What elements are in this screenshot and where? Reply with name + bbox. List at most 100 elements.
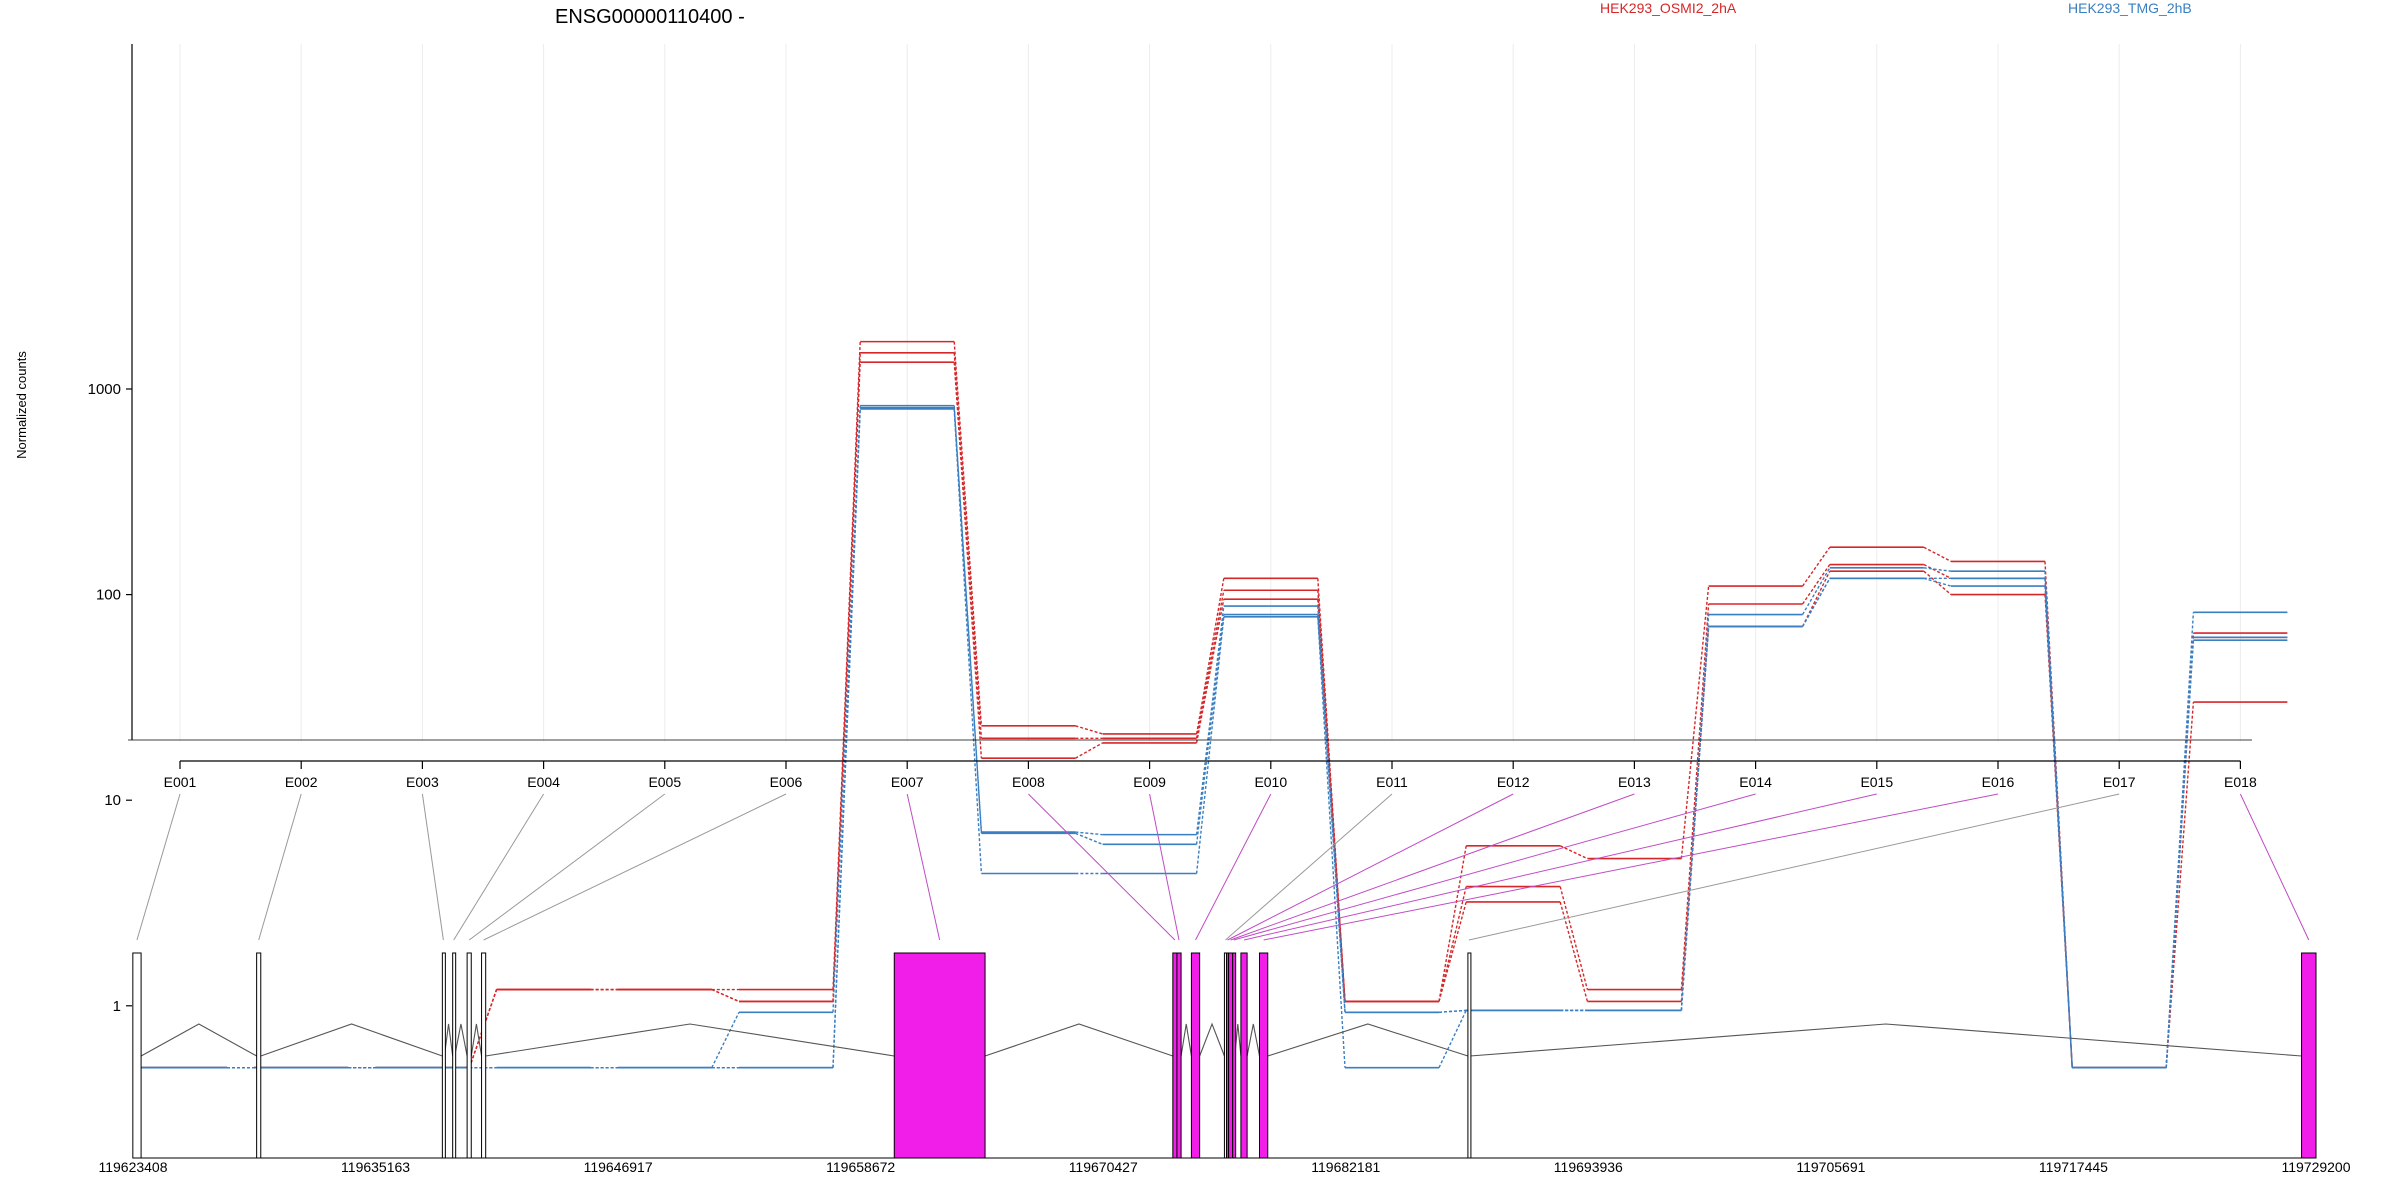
x-tick-label: E007 xyxy=(891,774,924,790)
series-connector xyxy=(953,408,983,874)
x-tick-label: E009 xyxy=(1133,774,1166,790)
connector-E002 xyxy=(258,793,302,941)
x-tick-label: E006 xyxy=(770,774,803,790)
series-connector xyxy=(1195,605,1225,835)
exon-E006 xyxy=(481,952,487,1159)
y-tick-label: 10 xyxy=(104,792,121,809)
series-connector xyxy=(953,407,983,834)
genomic-position-label: 119717445 xyxy=(2039,1159,2108,1175)
intron-line xyxy=(1267,1023,1469,1057)
series-connector xyxy=(2165,702,2195,1068)
series-connector xyxy=(1801,567,1831,615)
series-connector xyxy=(1559,845,1588,860)
exon-E018 xyxy=(2301,952,2317,1159)
exon-E003 xyxy=(441,952,446,1159)
x-tick-label: E016 xyxy=(1982,774,2015,790)
exon-E015 xyxy=(1240,952,1248,1159)
connector-E010 xyxy=(1195,793,1272,941)
intron-line xyxy=(1469,1023,2302,1057)
axes: 1 10 100 1000 E001 E002 E003 E004 E005 E006 E007 E0… xyxy=(88,44,2257,1015)
intron-line xyxy=(485,1023,895,1057)
legend-entry-tmg: HEK293_TMG_2hB xyxy=(2068,0,2192,16)
series-connector xyxy=(1923,563,1952,579)
exon-E010 xyxy=(1190,952,1201,1159)
genomic-position-label: 119670427 xyxy=(1069,1159,1138,1175)
connector-E018 xyxy=(2239,793,2310,941)
intron-line xyxy=(1180,1023,1192,1057)
y-tick-label: 100 xyxy=(96,587,121,604)
genomic-position-label: 119705691 xyxy=(1796,1159,1865,1175)
series-connector xyxy=(1802,546,1831,587)
legend-entry-osmi2: HEK293_OSMI2_2hA xyxy=(1600,0,1737,16)
gene-model: 119623408 119635163 119646917 119658672 1196… xyxy=(98,952,2351,1175)
exon-E001 xyxy=(132,952,142,1159)
series-connector xyxy=(1075,742,1103,759)
x-tick-label: E008 xyxy=(1012,774,1045,790)
series-connector xyxy=(1802,564,1831,605)
exon-E005 xyxy=(466,952,472,1159)
series-connector xyxy=(1195,616,1225,874)
intron-line xyxy=(140,1023,257,1057)
series-connector xyxy=(1438,1010,1467,1068)
connector-E003 xyxy=(421,793,444,941)
series-connector xyxy=(1195,578,1225,735)
x-tick-label: E011 xyxy=(1376,774,1408,790)
connector-E001 xyxy=(136,793,181,941)
connector-E014 xyxy=(1233,793,1756,941)
x-tick-label: E017 xyxy=(2103,774,2136,790)
exon-E013 xyxy=(1228,952,1234,1159)
connector-E009 xyxy=(1149,793,1180,941)
x-tick-label: E018 xyxy=(2224,774,2257,790)
genomic-position-label: 119646917 xyxy=(584,1159,653,1175)
connector-E011 xyxy=(1225,793,1393,941)
series-connector xyxy=(1923,570,1952,596)
series-connector xyxy=(1075,832,1103,845)
connector-E017 xyxy=(1468,793,2120,941)
y-tick-label: 1 xyxy=(113,998,121,1015)
series-connector xyxy=(1438,901,1467,1002)
intron-line xyxy=(1199,1022,1225,1057)
series-connector xyxy=(1559,886,1589,990)
exon-E009 xyxy=(1176,952,1182,1159)
grid-lines xyxy=(179,44,2241,741)
exon-E016 xyxy=(1258,952,1269,1159)
series-connector xyxy=(2165,612,2195,1068)
connector-E006 xyxy=(483,793,787,941)
x-tick-label: E001 xyxy=(164,774,197,790)
exon-E008 xyxy=(1172,952,1178,1159)
series-connector xyxy=(2165,640,2195,1068)
x-tick-label: E013 xyxy=(1618,774,1651,790)
series-connector xyxy=(1923,567,1952,572)
genomic-position-label: 119623408 xyxy=(98,1159,167,1175)
series-connector xyxy=(1438,1009,1467,1013)
series-connector xyxy=(832,408,861,1068)
connector-E016 xyxy=(1263,793,1999,941)
connector-E005 xyxy=(468,793,666,941)
series-connector xyxy=(953,362,983,759)
series-connector xyxy=(1317,614,1346,1013)
x-tick-label: E010 xyxy=(1254,774,1287,790)
exon-E007 xyxy=(893,952,986,1159)
x-tick-label: E015 xyxy=(1860,774,1893,790)
chart-title: ENSG00000110400 - xyxy=(555,6,745,28)
series-connector xyxy=(832,362,861,1002)
series-connector xyxy=(2044,586,2073,1068)
intron-line xyxy=(470,1023,483,1057)
exon-E017 xyxy=(1467,952,1472,1159)
series-connector xyxy=(1680,586,1710,859)
x-tick-label: E012 xyxy=(1497,774,1530,790)
genomic-position-label: 119658672 xyxy=(826,1159,895,1175)
series-connector xyxy=(1923,546,1952,563)
intron-line xyxy=(984,1023,1174,1057)
connector-E012 xyxy=(1227,793,1514,941)
chart-labels: ENSG00000110400 - Normalized counts HEK2… xyxy=(14,0,2192,459)
intron-line xyxy=(454,1023,468,1057)
series-connector xyxy=(1317,605,1346,1013)
genomic-position-label: 119682181 xyxy=(1311,1159,1380,1175)
series-connector xyxy=(1801,577,1831,627)
series-6 xyxy=(133,408,2288,1069)
exon-E002 xyxy=(256,952,262,1159)
series-connector xyxy=(1195,614,1225,845)
series-connector xyxy=(1438,1009,1467,1013)
